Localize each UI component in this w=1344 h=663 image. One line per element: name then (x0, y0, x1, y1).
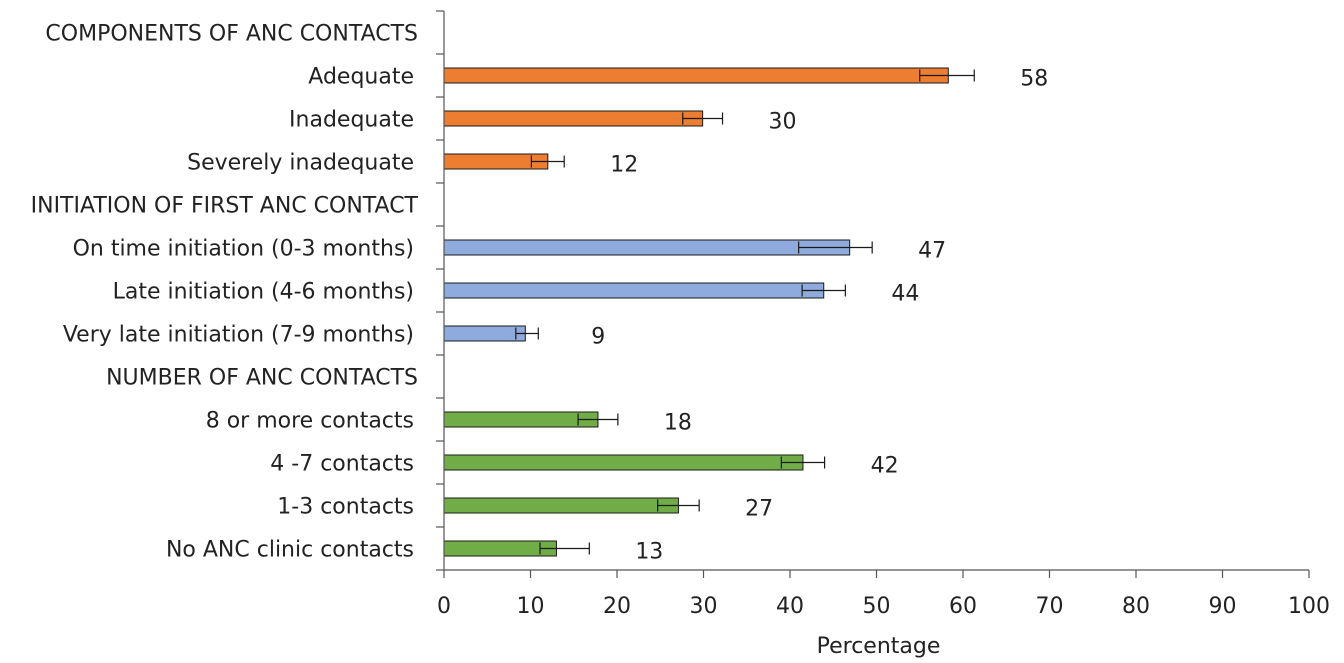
bar (443, 110, 704, 127)
x-tick-label: 70 (1036, 594, 1064, 619)
x-tick-label: 60 (949, 594, 977, 619)
bar (443, 325, 526, 342)
category-label: Adequate (308, 65, 414, 90)
bar (443, 239, 851, 256)
x-tick-label: 0 (437, 594, 451, 619)
value-label: 18 (664, 411, 692, 436)
x-axis-ticks: 0 10 20 30 40 50 60 70 80 90 100 (437, 570, 1330, 619)
x-tick-label: 10 (517, 594, 545, 619)
category-label: 1-3 contacts (277, 495, 414, 520)
value-label: 44 (891, 282, 919, 307)
value-label: 30 (769, 110, 797, 135)
category-label: 8 or more contacts (206, 409, 414, 434)
category-label: Inadequate (289, 108, 414, 133)
x-tick-label: 30 (690, 594, 718, 619)
bar (443, 454, 804, 471)
value-label: 42 (871, 454, 899, 479)
value-label: 13 (635, 540, 663, 565)
category-label: No ANC clinic contacts (166, 538, 414, 563)
value-label: 47 (918, 239, 946, 264)
x-tick-label: 90 (1209, 594, 1237, 619)
category-label: Late initiation (4-6 months) (113, 280, 414, 305)
group-header-label: COMPONENTS OF ANC CONTACTS (45, 22, 418, 47)
category-labels: COMPONENTS OF ANC CONTACTS Adequate Inadeq… (31, 22, 419, 563)
bars: 58 30 12 47 44 9 18 42 27 13 (443, 67, 1048, 565)
category-label: Very late initiation (7-9 months) (63, 323, 414, 348)
value-label: 12 (610, 153, 638, 178)
x-tick-label: 100 (1288, 594, 1330, 619)
category-label: On time initiation (0-3 months) (73, 237, 414, 262)
bar (443, 67, 949, 84)
bar (443, 282, 825, 299)
group-header-label: INITIATION OF FIRST ANC CONTACT (31, 194, 419, 219)
bar (443, 497, 679, 514)
bar (443, 411, 599, 428)
x-tick-label: 50 (863, 594, 891, 619)
value-label: 9 (591, 325, 605, 350)
group-header-label: NUMBER OF ANC CONTACTS (106, 366, 418, 391)
x-axis-title: Percentage (817, 634, 941, 659)
value-label: 27 (745, 497, 773, 522)
value-label: 58 (1020, 67, 1048, 92)
x-tick-label: 80 (1122, 594, 1150, 619)
x-tick-label: 20 (603, 594, 631, 619)
category-label: 4 -7 contacts (270, 452, 414, 477)
category-label: Severely inadequate (187, 151, 414, 176)
x-tick-label: 40 (776, 594, 804, 619)
